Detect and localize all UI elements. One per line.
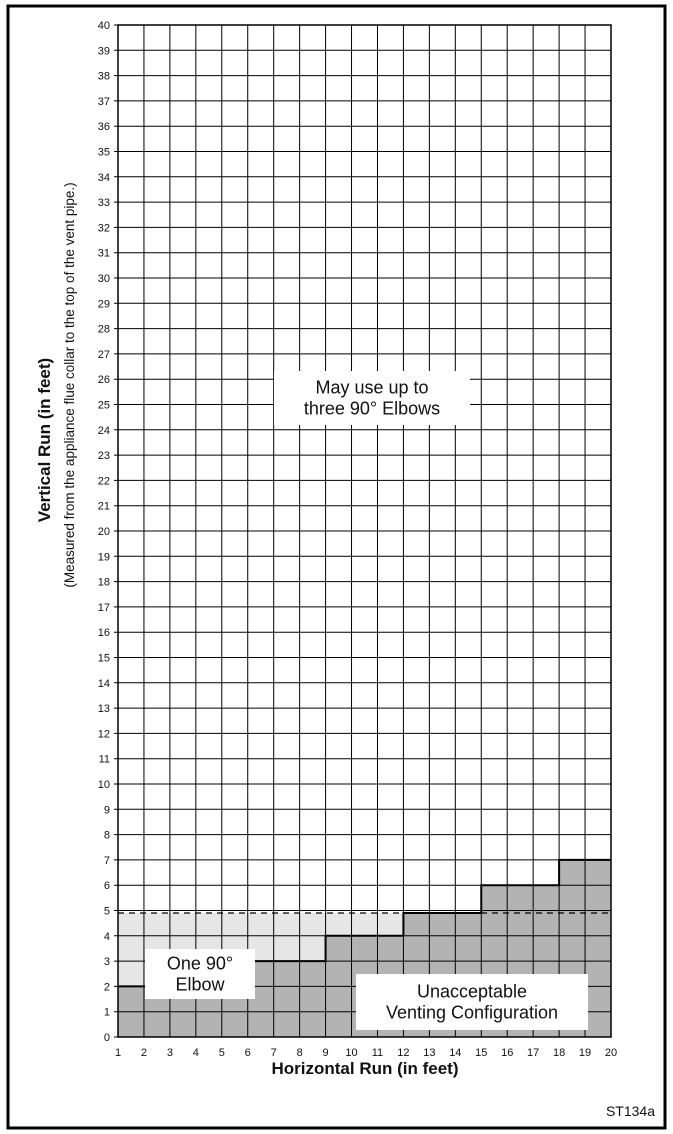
y-tick-label: 20 [98, 526, 110, 538]
x-tick-label: 5 [219, 1047, 225, 1059]
x-tick-label: 16 [501, 1047, 513, 1059]
figure-id: ST134a [606, 1103, 655, 1119]
x-tick-label: 3 [167, 1047, 173, 1059]
one-elbow-label-text: Elbow [175, 975, 225, 995]
y-tick-label: 37 [98, 96, 110, 108]
y-tick-label: 24 [98, 425, 110, 437]
y-tick-label: 0 [104, 1032, 110, 1044]
y-axis-subtitle: (Measured from the appliance flue collar… [62, 182, 77, 587]
y-tick-label: 7 [104, 855, 110, 867]
y-tick-label: 38 [98, 71, 110, 83]
x-tick-label: 19 [579, 1047, 591, 1059]
y-tick-label: 8 [104, 830, 110, 842]
y-tick-label: 17 [98, 602, 110, 614]
y-tick-label: 31 [98, 248, 110, 260]
y-tick-label: 5 [104, 906, 110, 918]
y-tick-label: 32 [98, 222, 110, 234]
x-tick-label: 8 [297, 1047, 303, 1059]
y-tick-label: 27 [98, 349, 110, 361]
x-tick-label: 2 [141, 1047, 147, 1059]
y-tick-label: 3 [104, 956, 110, 968]
x-tick-label: 1 [115, 1047, 121, 1059]
y-tick-label: 39 [98, 45, 110, 57]
one-elbow-label-box [145, 949, 255, 999]
x-tick-label: 12 [397, 1047, 409, 1059]
x-tick-label: 14 [449, 1047, 461, 1059]
y-tick-label: 19 [98, 551, 110, 563]
y-tick-label: 29 [98, 298, 110, 310]
x-tick-label: 7 [271, 1047, 277, 1059]
x-tick-label: 10 [345, 1047, 357, 1059]
unacceptable-label-text: Venting Configuration [386, 1003, 558, 1023]
unacceptable-label-text: Unacceptable [417, 982, 527, 1002]
y-tick-label: 18 [98, 577, 110, 589]
y-tick-label: 25 [98, 400, 110, 412]
x-tick-label: 15 [475, 1047, 487, 1059]
x-axis-title: Horizontal Run (in feet) [272, 1059, 459, 1078]
y-tick-labels: 0123456789101112131415161718192021222324… [98, 20, 110, 1044]
y-axis-title: Vertical Run (in feet) [35, 358, 54, 522]
x-tick-label: 17 [527, 1047, 539, 1059]
three-elbows-label-text: May use up to [315, 378, 428, 398]
y-tick-label: 22 [98, 475, 110, 487]
y-tick-label: 40 [98, 20, 110, 32]
x-tick-label: 11 [372, 1047, 383, 1059]
y-tick-label: 35 [98, 147, 110, 159]
x-tick-label: 18 [553, 1047, 565, 1059]
y-tick-label: 10 [98, 779, 110, 791]
unacceptable-label-box [356, 974, 588, 1030]
y-tick-label: 14 [98, 678, 110, 690]
y-tick-label: 1 [104, 1007, 110, 1019]
y-tick-label: 12 [98, 728, 110, 740]
y-tick-label: 36 [98, 121, 110, 133]
y-tick-label: 11 [99, 754, 110, 766]
y-tick-label: 21 [98, 501, 110, 513]
x-tick-label: 4 [193, 1047, 199, 1059]
y-tick-label: 6 [104, 880, 110, 892]
y-tick-label: 4 [104, 931, 110, 943]
x-tick-labels: 1 2 3 4 5 6 7 8 9 10 11 12 13 14 15 16 17 18 19 20 [115, 1047, 617, 1059]
y-tick-label: 28 [98, 324, 110, 336]
three-elbows-label-box [274, 371, 470, 425]
x-tick-label: 9 [323, 1047, 329, 1059]
y-tick-label: 13 [98, 703, 110, 715]
y-tick-label: 15 [98, 653, 110, 665]
y-tick-label: 26 [98, 374, 110, 386]
x-tick-label: 13 [423, 1047, 435, 1059]
plot-border [117, 24, 612, 1038]
one-elbow-label-text: One 90° [167, 954, 233, 974]
three-elbows-label-text: three 90° Elbows [304, 399, 440, 419]
grid [114, 24, 612, 1038]
y-tick-label: 9 [104, 804, 110, 816]
y-tick-label: 16 [98, 627, 110, 639]
x-tick-label: 20 [605, 1047, 617, 1059]
y-tick-label: 34 [98, 172, 110, 184]
y-tick-label: 2 [104, 981, 110, 993]
y-tick-label: 33 [98, 197, 110, 209]
x-tick-label: 6 [245, 1047, 251, 1059]
y-tick-label: 23 [98, 450, 110, 462]
y-tick-label: 30 [98, 273, 110, 285]
